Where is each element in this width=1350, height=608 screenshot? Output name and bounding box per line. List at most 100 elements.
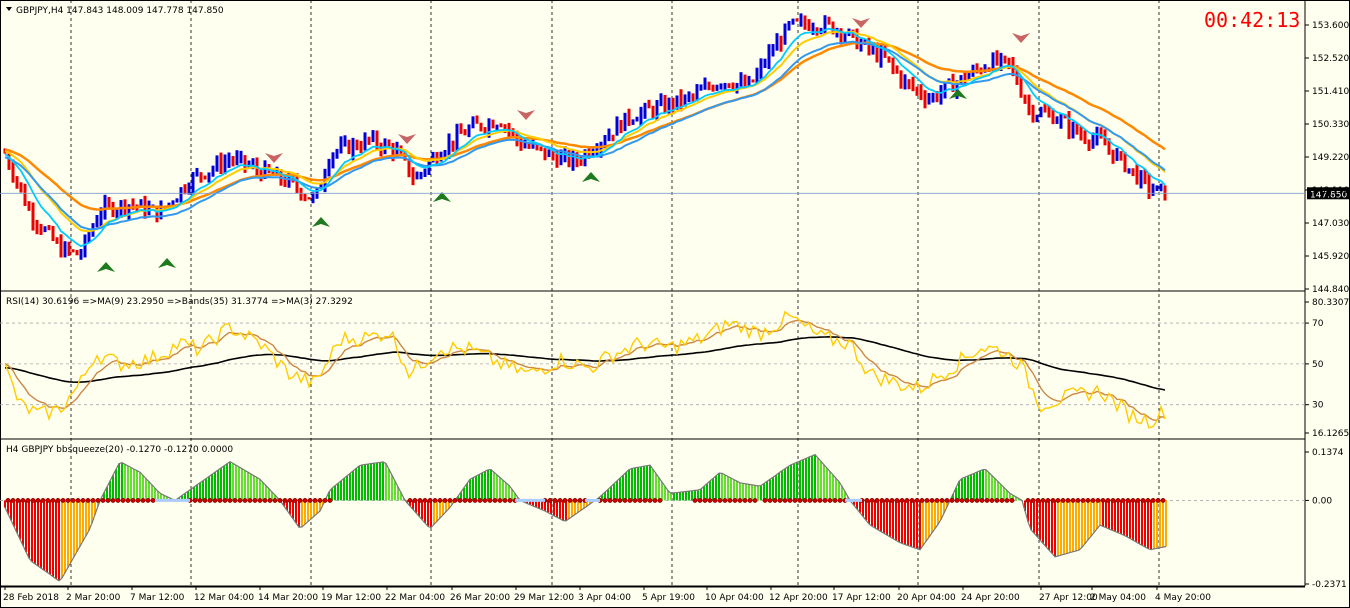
price-bar (551, 148, 555, 161)
price-bar (587, 148, 591, 159)
squeeze-bar (1102, 500, 1104, 527)
squeeze-dot (1035, 497, 1041, 503)
squeeze-bar (49, 500, 51, 575)
time-axis-label: 2 Mar 20:00 (66, 593, 121, 603)
price-bar (31, 202, 35, 231)
price-bar (707, 81, 711, 91)
squeeze-bar (976, 472, 978, 501)
squeeze-dot (90, 497, 96, 503)
squeeze-dot (40, 497, 46, 503)
squeeze-bar (535, 500, 537, 508)
squeeze-dot (1100, 497, 1106, 503)
squeeze-bar (853, 500, 855, 506)
squeeze-bar (511, 489, 513, 501)
price-bar (443, 149, 447, 160)
price-bar (519, 135, 523, 151)
squeeze-bar (310, 500, 312, 519)
squeeze-bar (1000, 484, 1002, 501)
squeeze-dots (5, 497, 1166, 503)
price-bar (1147, 173, 1151, 200)
squeeze-bar (16, 500, 18, 533)
price-bar (243, 155, 247, 173)
price-bar (1019, 76, 1023, 98)
price-bar (659, 93, 663, 107)
buy-arrow-icon (97, 262, 115, 272)
price-bar (871, 41, 875, 55)
squeeze-bar (289, 500, 291, 515)
symbol-menu-icon[interactable] (6, 7, 12, 11)
squeeze-dot (602, 497, 608, 503)
squeeze-dot (707, 497, 713, 503)
squeeze-bar (895, 500, 897, 541)
squeeze-bar (967, 475, 969, 501)
price-bar (527, 143, 531, 149)
squeeze-dot (934, 497, 940, 503)
squeeze-dot (130, 497, 136, 503)
squeeze-bar (1144, 500, 1146, 547)
price-bar (455, 123, 459, 152)
squeeze-bar (610, 486, 612, 501)
squeeze-bar (307, 500, 309, 522)
current-price-label: 147.850 (1310, 190, 1347, 200)
price-bar (1075, 122, 1079, 135)
price-bar (239, 150, 243, 164)
squeeze-bar (88, 500, 90, 531)
squeeze-bar (10, 500, 12, 521)
time-axis-label: 20 Apr 04:00 (897, 593, 956, 603)
squeeze-dot (1155, 497, 1161, 503)
squeeze-bar (409, 500, 411, 507)
squeeze-bar (262, 482, 264, 501)
squeeze-dot (822, 497, 828, 503)
squeeze-dot (15, 497, 21, 503)
squeeze-dot (507, 497, 513, 503)
squeeze-dot (95, 497, 101, 503)
squeeze-bar (316, 500, 318, 514)
squeeze-bar (343, 478, 345, 501)
squeeze-bar (70, 500, 72, 563)
price-bar (499, 123, 503, 128)
squeeze-bar (127, 465, 129, 501)
price-bar (1087, 139, 1091, 152)
squeeze-bar (691, 490, 693, 501)
price-bar (1023, 94, 1027, 104)
squeeze-bar (907, 500, 909, 546)
price-bar (751, 79, 755, 83)
squeeze-bar (505, 482, 507, 501)
squeeze-bar (1099, 500, 1101, 526)
squeeze-bar (256, 477, 258, 501)
rsi-axis-label: 50 (1312, 360, 1324, 370)
squeeze-bar (40, 500, 42, 569)
price-bar (391, 142, 395, 162)
squeeze-bar (538, 500, 540, 509)
squeeze-bar (388, 469, 390, 501)
squeeze-bar (358, 466, 360, 501)
squeeze-dot (60, 497, 66, 503)
time-axis-label: 29 Mar 12:00 (514, 593, 574, 603)
buy-arrow-icon (312, 217, 330, 227)
price-bar (639, 106, 643, 126)
squeeze-bar (532, 500, 534, 506)
price-bar (343, 135, 347, 147)
squeeze-bar (43, 500, 45, 571)
squeeze-dot (889, 497, 895, 503)
squeeze-bar (1126, 500, 1128, 537)
squeeze-dot (297, 497, 303, 503)
squeeze-bar (580, 500, 582, 511)
price-bar (107, 196, 111, 209)
price-bar (131, 198, 135, 210)
squeeze-bar (565, 500, 567, 521)
squeeze-bar (769, 479, 771, 501)
squeeze-bar (376, 462, 378, 501)
price-bar (679, 89, 683, 112)
price-bar (683, 94, 687, 107)
price-bar (843, 31, 847, 43)
squeeze-bar (613, 483, 615, 501)
squeeze-bar (85, 500, 87, 536)
squeeze-bar (724, 474, 726, 501)
squeeze-bar (562, 500, 564, 521)
price-bar (807, 19, 811, 32)
price-bar (271, 169, 275, 176)
squeeze-bar (811, 455, 813, 501)
